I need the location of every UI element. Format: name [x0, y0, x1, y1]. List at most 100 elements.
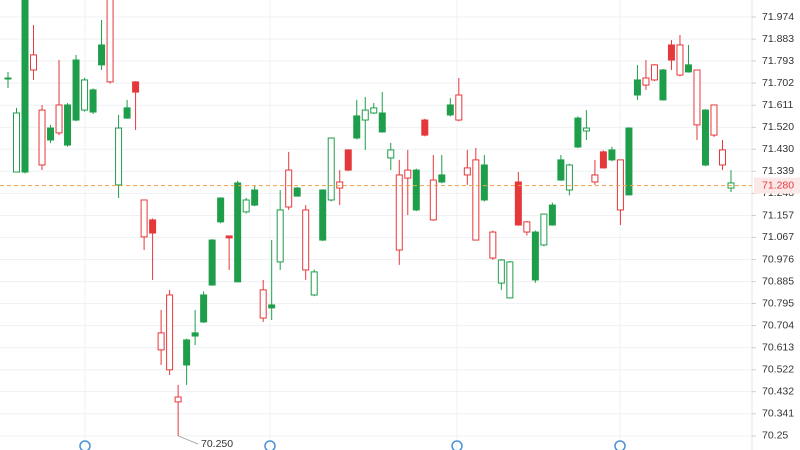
candle-body [47, 127, 55, 141]
y-tick-label: 70.522 [762, 364, 794, 376]
candle-body [225, 235, 233, 239]
candle-body [157, 332, 165, 351]
candle-body [404, 169, 412, 179]
candle-body [208, 239, 216, 286]
candle-body [557, 159, 565, 181]
candle-body [353, 115, 361, 139]
candle-body [98, 44, 106, 66]
candle-body [217, 197, 225, 223]
y-tick-label: 70.341 [762, 408, 794, 420]
candle-body [387, 149, 395, 159]
candle-body [259, 289, 267, 319]
candle-body [55, 104, 63, 134]
candle-body [310, 271, 318, 296]
candle-body [302, 209, 310, 271]
candle-body [701, 109, 709, 166]
low-annotation-label: 70.250 [201, 438, 233, 450]
candle-body [455, 94, 463, 121]
candle-body [268, 304, 276, 309]
candle-body [489, 231, 497, 259]
candle-body [395, 174, 403, 251]
candle-body [242, 199, 250, 213]
candle-body [361, 109, 369, 121]
y-tick-label: 70.885 [762, 275, 794, 287]
candle-body [378, 112, 386, 133]
candle-body [370, 107, 378, 114]
candle-body [718, 149, 726, 166]
candle-body [540, 213, 548, 246]
candle-body [4, 77, 12, 80]
candle-body [616, 159, 624, 211]
candle-body [336, 181, 344, 189]
y-tick-label: 71.339 [762, 165, 794, 177]
y-tick-label: 71.611 [762, 99, 793, 111]
last-price-label: 71.280 [762, 179, 794, 191]
y-tick-label: 71.702 [762, 77, 794, 89]
y-tick-label: 70.25 [762, 430, 788, 442]
y-tick-label: 70.704 [762, 319, 794, 331]
candle-body [463, 167, 471, 176]
candle-body [625, 127, 633, 196]
candle-body [446, 104, 454, 116]
low-annotation-line [177, 435, 199, 445]
candle-body [650, 64, 658, 81]
candle-body [276, 209, 284, 263]
candle-body [251, 189, 259, 206]
candle-body [599, 151, 607, 169]
candle-body [327, 137, 335, 201]
candle-body [676, 44, 684, 76]
candle-body [344, 149, 352, 171]
candle-body [693, 69, 701, 126]
y-tick-label: 71.067 [762, 231, 794, 243]
candle-body [13, 112, 21, 173]
candle-body [472, 159, 480, 241]
candle-body [548, 204, 556, 226]
candle-body [412, 169, 420, 211]
candle-body [21, 0, 29, 173]
candle-body [234, 182, 242, 283]
event-icon[interactable] [451, 440, 463, 450]
candle-body [285, 169, 293, 208]
candle-body [115, 127, 123, 186]
candle-body [64, 104, 72, 146]
candle-body [659, 69, 667, 101]
event-icon[interactable] [614, 440, 626, 450]
event-markers [79, 440, 626, 450]
candle-body [89, 89, 97, 113]
y-tick-label: 70.432 [762, 385, 794, 397]
candle-body [30, 54, 38, 71]
event-icon[interactable] [79, 440, 91, 450]
candle-body [174, 396, 182, 403]
candle-body [421, 119, 429, 136]
candle-body [497, 259, 505, 284]
candle-body [106, 0, 114, 83]
candle-body [200, 294, 208, 323]
candle-body [183, 339, 191, 366]
candle-body [608, 149, 616, 161]
y-tick-label: 71.883 [762, 33, 794, 45]
event-icon[interactable] [264, 440, 276, 450]
candle-body [429, 179, 437, 221]
candle-body [684, 64, 692, 73]
candle-body [667, 44, 675, 61]
y-tick-label: 70.613 [762, 341, 794, 353]
candle-body [438, 174, 446, 183]
candle-body [591, 174, 599, 183]
plot-area [4, 0, 735, 436]
candle-body [531, 231, 539, 281]
candle-body [166, 294, 174, 371]
candle-body [523, 221, 531, 233]
candle-body [710, 104, 718, 136]
y-tick-label: 71.157 [762, 209, 794, 221]
candle-body [293, 187, 301, 197]
y-tick-label: 70.976 [762, 253, 794, 265]
candle-body [480, 164, 488, 201]
candle-body [132, 81, 140, 93]
candle-body [633, 79, 641, 96]
y-tick-label: 71.520 [762, 121, 794, 133]
y-tick-label: 71.793 [762, 55, 794, 67]
candle-body [191, 332, 199, 337]
candle-body [123, 107, 131, 119]
candle-body [72, 59, 80, 121]
candle-body [38, 109, 46, 166]
